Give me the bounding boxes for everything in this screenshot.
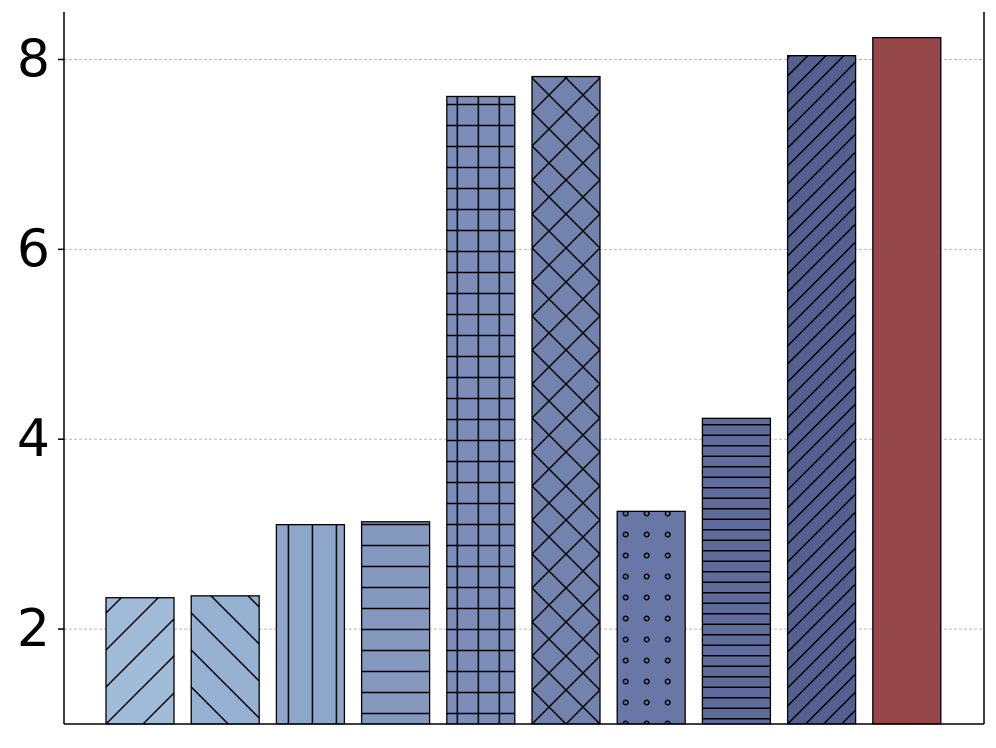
y-tick-label: 8 [17, 29, 50, 89]
y-tick-label: 6 [17, 219, 50, 279]
bar [446, 95, 516, 725]
bar [616, 510, 686, 725]
bar [360, 521, 431, 725]
y-tick-label: 2 [17, 599, 50, 659]
bar [275, 523, 346, 725]
bar [531, 75, 601, 725]
bar [190, 595, 260, 725]
bar [786, 55, 857, 725]
bar [701, 417, 772, 725]
y-tick-label: 4 [17, 409, 50, 469]
bar [872, 36, 942, 725]
bar [105, 597, 175, 725]
